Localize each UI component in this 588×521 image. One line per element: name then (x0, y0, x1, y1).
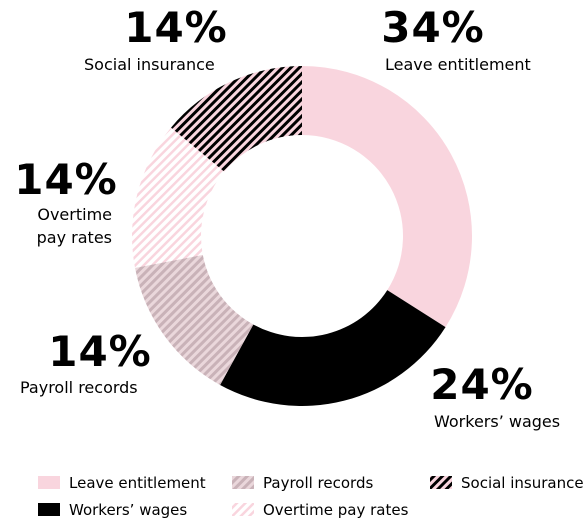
value-label: 14% (124, 3, 228, 52)
value-label: 14% (48, 327, 152, 376)
category-label: Overtime pay rates (36, 205, 112, 247)
legend-label: Social insurance (461, 474, 584, 492)
category-label: Workers’ wages (434, 412, 561, 431)
legend-label: Leave entitlement (69, 474, 206, 492)
donut-segment (302, 66, 472, 328)
value-label: 14% (14, 155, 118, 204)
legend-swatch (430, 476, 452, 489)
value-label: 34% (381, 3, 485, 52)
legend-swatch (38, 503, 60, 516)
donut-segment (135, 254, 254, 385)
donut-segment (132, 127, 225, 268)
legend-label: Payroll records (263, 474, 374, 492)
category-label: Payroll records (20, 378, 138, 397)
legend-label: Overtime pay rates (263, 501, 409, 519)
value-label: 24% (430, 360, 534, 409)
legend-swatch (232, 503, 254, 516)
legend-label: Workers’ wages (69, 501, 188, 519)
category-label: Social insurance (84, 55, 215, 74)
category-label: Leave entitlement (385, 55, 531, 74)
legend-swatch (232, 476, 254, 489)
donut-segment (220, 290, 446, 407)
legend-swatch (38, 476, 60, 489)
donut-segment (171, 66, 302, 172)
